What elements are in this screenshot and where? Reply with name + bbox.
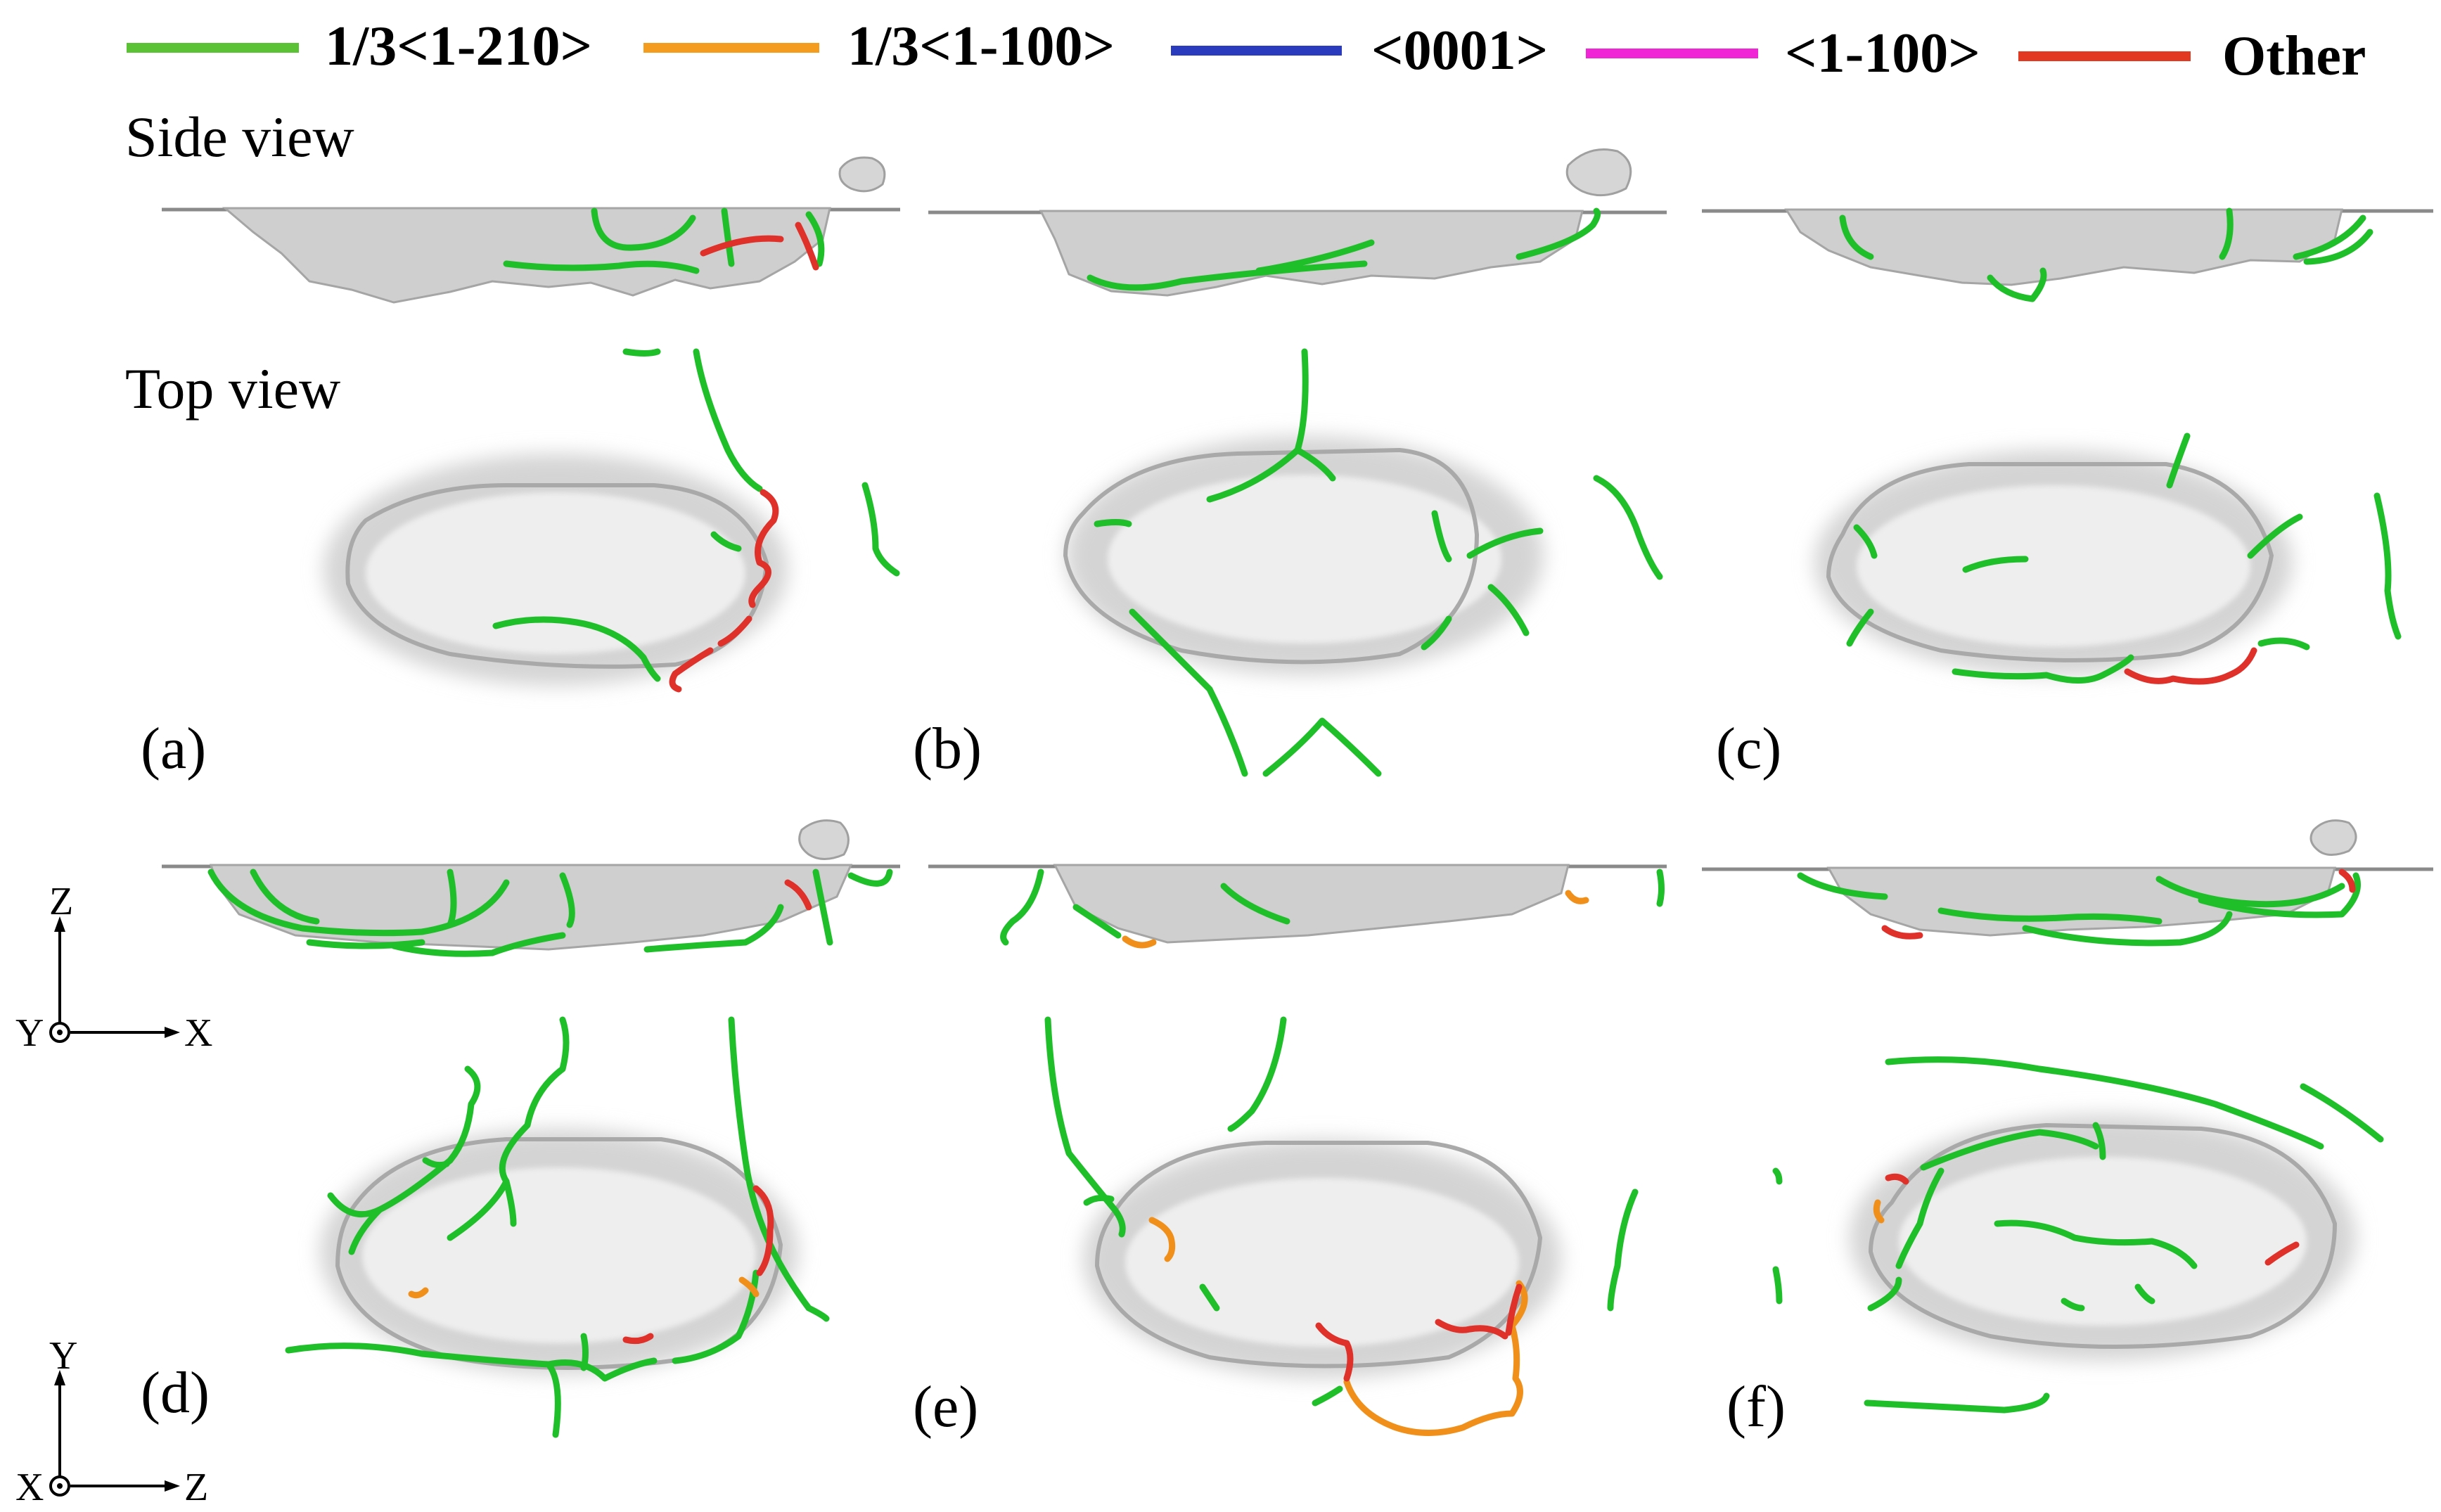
- crater-cross-section: [1784, 208, 2343, 286]
- legend-item-3: <0001>: [1171, 20, 1548, 82]
- top-view-label: Top view: [125, 357, 340, 421]
- debris-cluster: [2309, 819, 2357, 856]
- crater-rim: [1826, 462, 2274, 662]
- side-view-c: [1702, 207, 2433, 302]
- panel-label-a: (a): [141, 716, 206, 781]
- dislocation-lines: [492, 348, 900, 693]
- side-view-f: [1702, 819, 2433, 947]
- legend-item-1: 1/3<1-210>: [127, 15, 592, 77]
- crater-cross-section: [1826, 866, 2336, 937]
- side-view-e: [928, 864, 1667, 949]
- axis-triad-side: Z X Y: [15, 880, 212, 1055]
- crater-cross-section: [209, 864, 853, 951]
- axis-label-y-top: Y: [49, 1334, 77, 1378]
- legend-label-1: 1/3<1-210>: [325, 15, 592, 77]
- debris-cluster: [1565, 148, 1632, 197]
- dislocation-lines: [1044, 1016, 1639, 1436]
- legend: 1/3<1-210> 1/3<1-100> <0001> <1-100> Oth…: [127, 15, 2366, 87]
- dislocation-lines: [1094, 348, 1663, 777]
- dislocation-lines: [1797, 869, 2361, 947]
- legend-item-5: Other: [2018, 25, 2366, 87]
- axis-label-x: X: [184, 1011, 212, 1055]
- axis-label-z-top: Z: [184, 1466, 208, 1509]
- dislocation-lines: [1839, 207, 2373, 302]
- dislocation-lines: [1000, 869, 1665, 949]
- dislocation-lines: [207, 869, 893, 957]
- dislocation-lines: [1772, 1056, 2384, 1414]
- axis-origin-dot: [57, 1030, 63, 1035]
- axis-z-arrowhead-top: [165, 1480, 180, 1492]
- axis-origin-dot: [57, 1483, 63, 1489]
- crater-floor: [1857, 485, 2250, 647]
- side-view-d: [162, 819, 900, 957]
- crater-floor: [1125, 1178, 1519, 1347]
- crater-rim: [1094, 1141, 1543, 1369]
- axis-triad-top: Y Z X: [15, 1334, 208, 1509]
- axis-label-y: Y: [15, 1011, 44, 1055]
- legend-label-3: <0001>: [1371, 20, 1548, 82]
- panel-label-f: (f): [1726, 1374, 1786, 1440]
- top-view-f: [1772, 1056, 2384, 1414]
- axis-y-arrowhead: [54, 1370, 65, 1385]
- legend-label-5: Other: [2222, 25, 2366, 87]
- axis-z-arrowhead: [54, 916, 65, 932]
- top-view-e: [1044, 1016, 1639, 1436]
- axis-label-x-top: X: [15, 1466, 44, 1509]
- axis-label-z: Z: [49, 880, 73, 923]
- dislocation-lines: [1087, 207, 1601, 291]
- legend-item-4: <1-100>: [1586, 23, 1980, 84]
- crater-cross-section: [222, 207, 831, 304]
- crater-cross-section: [1053, 864, 1570, 944]
- dislocation-lines: [285, 1016, 830, 1438]
- debris-cluster: [838, 156, 886, 193]
- dislocation-lines: [503, 207, 825, 274]
- side-view-label: Side view: [125, 105, 354, 169]
- panel-label-e: (e): [913, 1374, 978, 1440]
- debris-cluster: [798, 819, 850, 860]
- crater-floor: [1108, 475, 1501, 643]
- side-view-a: [162, 156, 900, 304]
- dislocation-lines: [1846, 433, 2402, 685]
- legend-item-2: 1/3<1-100>: [643, 15, 1115, 77]
- axis-x-arrowhead: [165, 1027, 180, 1038]
- top-view-d: [285, 1016, 830, 1438]
- crater-cross-section: [1039, 210, 1584, 297]
- top-view-b: [1063, 348, 1663, 777]
- crater-floor: [362, 1167, 756, 1343]
- top-view-c: [1814, 433, 2402, 685]
- legend-label-2: 1/3<1-100>: [847, 15, 1115, 77]
- side-view-b: [928, 148, 1667, 297]
- top-view-a: [323, 348, 900, 693]
- crater-floor: [366, 492, 745, 654]
- panel-label-b: (b): [913, 716, 982, 781]
- crater-rim: [1063, 447, 1480, 665]
- legend-label-4: <1-100>: [1785, 23, 1980, 84]
- panel-label-d: (d): [141, 1360, 210, 1425]
- panel-label-c: (c): [1716, 716, 1781, 781]
